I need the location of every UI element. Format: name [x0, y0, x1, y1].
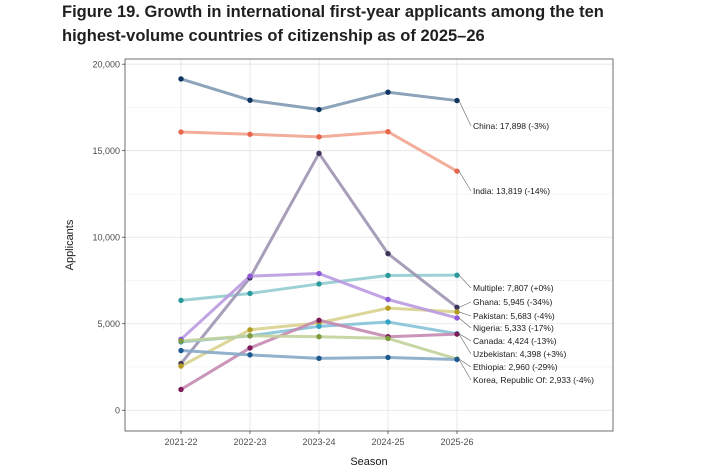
figure-title-line-2: highest-volume countries of citizenship …	[62, 27, 485, 45]
y-axis-title: Applicants	[64, 219, 76, 270]
label-leader-line	[458, 274, 472, 289]
data-point	[247, 327, 253, 333]
data-point	[454, 331, 460, 337]
label-leader-line	[458, 333, 472, 355]
x-tick-label: 2022-23	[233, 437, 266, 447]
data-point	[316, 150, 322, 156]
x-tick-label: 2025-26	[440, 437, 473, 447]
data-point	[385, 250, 391, 257]
data-point	[454, 315, 460, 321]
data-point	[178, 363, 184, 369]
data-point	[316, 355, 322, 362]
x-tick-label: 2024-25	[371, 437, 404, 447]
data-point	[316, 281, 322, 287]
series-layer	[178, 76, 460, 393]
x-tick-label: 2021-22	[164, 437, 197, 447]
data-point	[247, 345, 253, 351]
data-point	[247, 333, 253, 339]
data-point	[454, 356, 460, 363]
label-leader-line	[458, 170, 472, 192]
series-end-label: Canada: 4,424 (-13%)	[473, 336, 557, 346]
data-point	[178, 297, 184, 304]
series-end-label: Pakistan: 5,683 (-4%)	[473, 311, 555, 321]
data-point	[178, 347, 184, 354]
y-tick-label: 20,000	[92, 60, 120, 70]
data-point	[178, 386, 184, 393]
data-point	[385, 305, 391, 311]
y-tick-label: 5,000	[97, 319, 120, 329]
series-end-label: Nigeria: 5,333 (-17%)	[473, 323, 554, 333]
data-point	[178, 338, 184, 344]
series-end-label: Ethiopia: 2,960 (-29%)	[473, 362, 558, 372]
data-point	[178, 76, 184, 82]
data-point	[385, 296, 391, 303]
data-point	[247, 290, 253, 297]
series-end-label: India: 13,819 (-14%)	[473, 186, 550, 196]
series-end-label: Ghana: 5,945 (-34%)	[473, 297, 553, 307]
label-leader-line	[458, 333, 472, 342]
data-point	[178, 129, 184, 135]
data-point	[247, 97, 253, 103]
data-point	[454, 272, 460, 278]
data-point	[385, 335, 391, 342]
data-point	[385, 319, 391, 325]
series-end-label: Uzbekistan: 4,398 (+3%)	[473, 349, 566, 359]
series-end-label: Multiple: 7,807 (+0%)	[473, 283, 554, 293]
data-point	[316, 323, 322, 330]
data-point	[454, 97, 460, 104]
y-tick-label: 15,000	[92, 146, 120, 156]
label-leader-line	[458, 311, 472, 317]
end-labels-layer: China: 17,898 (-3%) India: 13,819 (-14%) M…	[458, 100, 594, 385]
plot-panel-border	[124, 58, 614, 432]
label-leader-line	[458, 358, 472, 368]
data-point	[454, 309, 460, 315]
data-point	[316, 317, 322, 323]
x-tick-label: 2023-24	[302, 437, 335, 447]
data-point	[247, 273, 253, 279]
series-end-label: China: 17,898 (-3%)	[473, 121, 549, 131]
data-point	[385, 128, 391, 135]
data-point	[385, 272, 391, 279]
data-point	[316, 334, 322, 340]
data-point	[454, 168, 460, 174]
data-point	[385, 89, 391, 95]
figure-title: Figure 19. Growth in international first…	[62, 0, 702, 48]
y-tick-label: 0	[115, 406, 120, 416]
data-point	[385, 354, 391, 361]
data-point	[316, 106, 322, 113]
data-point	[316, 134, 322, 140]
grid-layer	[125, 59, 613, 431]
x-axis-title: Season	[350, 456, 387, 468]
data-point	[454, 304, 460, 311]
data-point	[247, 131, 253, 137]
x-axis: 2021-22 2022-23 2023-24 2024-25 2025-26	[164, 431, 474, 447]
y-tick-label: 10,000	[92, 233, 120, 243]
label-leader-line	[458, 301, 472, 308]
label-leader-line	[458, 359, 472, 381]
y-axis: 0 5,000 10,000 15,000 20,000	[92, 60, 125, 416]
data-point	[247, 352, 253, 358]
data-point	[316, 270, 322, 277]
series-end-label: Korea, Republic Of: 2,933 (-4%)	[473, 375, 594, 385]
label-leader-line	[458, 317, 472, 329]
label-leader-line	[458, 100, 472, 127]
figure-title-line-1: Figure 19. Growth in international first…	[62, 3, 604, 21]
